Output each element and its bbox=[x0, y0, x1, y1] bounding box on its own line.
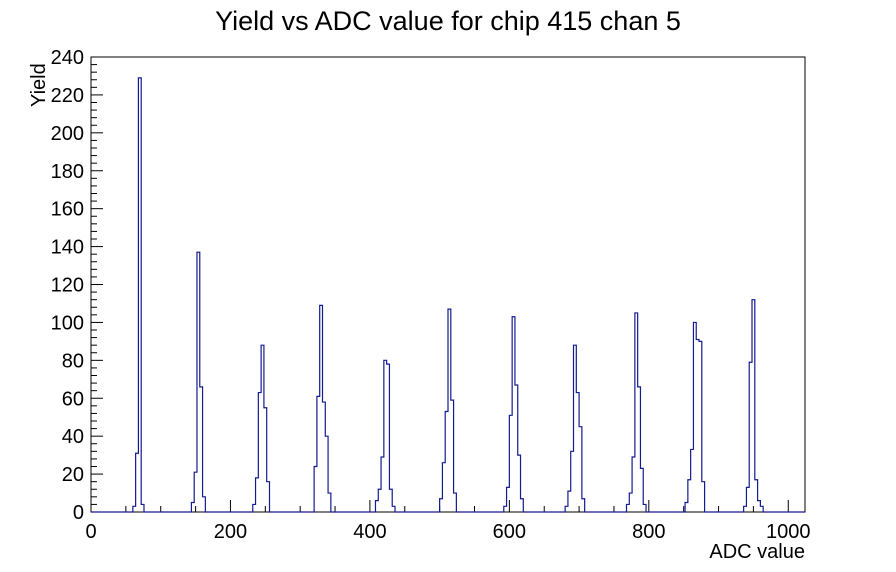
y-tick-label: 0 bbox=[73, 502, 84, 524]
y-tick-label: 220 bbox=[51, 85, 84, 107]
y-tick-label: 120 bbox=[51, 275, 84, 297]
y-tick-label: 40 bbox=[62, 426, 84, 448]
y-tick-label: 80 bbox=[62, 350, 84, 372]
x-tick-label: 800 bbox=[632, 521, 665, 543]
x-tick-label: 0 bbox=[85, 521, 96, 543]
y-tick-label: 240 bbox=[51, 47, 84, 69]
y-tick-label: 100 bbox=[51, 312, 84, 334]
x-axis-title: ADC value bbox=[709, 541, 805, 563]
y-tick-label: 60 bbox=[62, 388, 84, 410]
y-tick-label: 160 bbox=[51, 199, 84, 221]
x-tick-label: 400 bbox=[353, 521, 386, 543]
plot-frame bbox=[90, 56, 806, 513]
y-tick-label: 200 bbox=[51, 123, 84, 145]
y-tick-label: 180 bbox=[51, 161, 84, 183]
histogram-line bbox=[91, 77, 805, 513]
chart-title: Yield vs ADC value for chip 415 chan 5 bbox=[215, 6, 681, 36]
y-tick-label: 140 bbox=[51, 237, 84, 259]
y-tick-label: 20 bbox=[62, 464, 84, 486]
x-tick-label: 600 bbox=[493, 521, 526, 543]
x-tick-label: 200 bbox=[214, 521, 247, 543]
x-tick-label: 1000 bbox=[766, 521, 811, 543]
